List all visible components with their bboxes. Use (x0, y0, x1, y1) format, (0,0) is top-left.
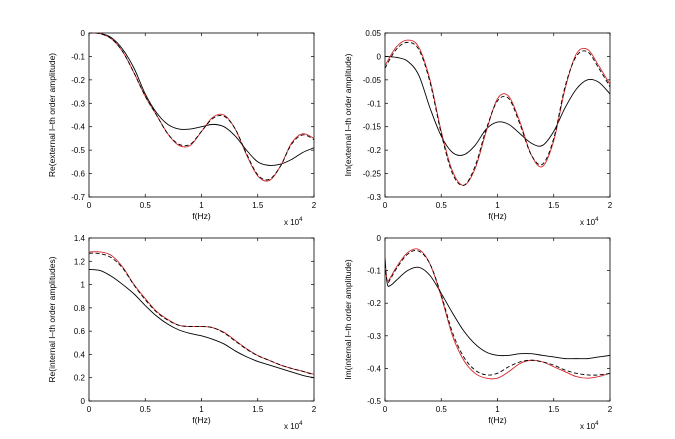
x-multiplier-exponent: 4 (299, 217, 303, 223)
y-tick-label: -0.25 (363, 170, 382, 179)
y-axis-label: Im(external l–th order amplitude) (343, 53, 353, 176)
y-tick-label: -0.1 (71, 52, 85, 61)
y-tick-label: -0.1 (367, 99, 381, 108)
x-tick-label: 1 (199, 405, 204, 414)
chart-panel-4: 0 0.5 1 1.5 2 0 -0.1 -0.2 -0.3 -0.4 -0.5 f(Hz) Im(in… (343, 234, 613, 431)
series-line-1 (89, 33, 314, 166)
y-tick-label: -0.2 (367, 299, 381, 308)
x-multiplier-base: x 10 (284, 218, 300, 227)
x-tick-label: 1 (495, 201, 500, 210)
x-multiplier: x 104 (284, 421, 303, 431)
x-tick-label: 2 (608, 201, 613, 210)
y-tick-label: -0.5 (71, 146, 85, 155)
x-tick-label: 0 (383, 405, 388, 414)
y-tick-label: 0 (377, 234, 382, 243)
y-tick-label: -0.15 (363, 123, 382, 132)
x-axis-label: f(Hz) (488, 415, 507, 425)
y-tick-label: 0.05 (365, 29, 381, 38)
y-tick-label: 0.4 (74, 350, 86, 359)
series-line-2 (385, 39, 610, 186)
chart-panel-3: 0 0.5 1 1.5 2 1.4 1.2 1 0.8 0.6 0.4 0.2 0 f(Hz) Re(int… (47, 234, 317, 431)
x-tick-label: 2 (312, 201, 317, 210)
axes-frame (88, 32, 315, 198)
x-axis-label: f(Hz) (488, 211, 507, 221)
y-axis-label: Re(internal l–th order amplitudes) (47, 256, 57, 382)
x-tick-label: 0 (87, 201, 92, 210)
x-tick-label: 2 (312, 405, 317, 414)
y-tick-label: -0.7 (71, 193, 85, 202)
series-line-1 (385, 257, 610, 360)
series-line-1 (385, 55, 610, 156)
x-tick-label: 1 (199, 201, 204, 210)
series-line-3 (89, 252, 314, 376)
y-tick-label: 0.2 (74, 374, 86, 383)
y-tick-label: -0.2 (367, 146, 381, 155)
y-tick-label: -0.3 (367, 193, 381, 202)
x-tick-label: 1.5 (548, 201, 560, 210)
y-tick-label: -0.3 (71, 99, 85, 108)
y-tick-label: 1.2 (74, 257, 86, 266)
y-tick-label: 0 (81, 29, 86, 38)
y-tick-label: 0 (81, 397, 86, 406)
series-line-3 (89, 33, 314, 181)
x-tick-label: 2 (608, 405, 613, 414)
x-tick-label: 0.5 (436, 201, 448, 210)
axes-frame (384, 32, 611, 198)
x-multiplier-base: x 10 (284, 422, 300, 431)
x-tick-label: 0.5 (140, 405, 152, 414)
x-tick-label: 0.5 (436, 405, 448, 414)
x-tick-label: 0.5 (140, 201, 152, 210)
x-multiplier-base: x 10 (580, 218, 596, 227)
x-multiplier-base: x 10 (580, 422, 596, 431)
y-tick-label: -0.3 (367, 332, 381, 341)
y-tick-label: -0.05 (363, 76, 382, 85)
series-line-3 (385, 41, 610, 186)
chart-panel-1: 0 0.5 1 1.5 2 0 -0.1 -0.2 -0.3 -0.4 -0.5 -0.6 -0.7 f(… (47, 29, 317, 227)
y-tick-label: -0.4 (71, 123, 85, 132)
x-axis-label: f(Hz) (192, 211, 211, 221)
x-multiplier: x 104 (284, 217, 303, 227)
y-tick-label: -0.6 (71, 170, 85, 179)
series-line-1 (89, 268, 314, 379)
y-tick-label: 0.8 (74, 304, 86, 313)
axes-frame (88, 237, 315, 402)
y-tick-label: -0.1 (367, 267, 381, 276)
series-line-2 (89, 33, 314, 182)
y-tick-label: -0.2 (71, 76, 85, 85)
y-tick-label: 1.4 (74, 234, 86, 243)
x-multiplier-exponent: 4 (299, 421, 303, 427)
chart-panel-2: 0 0.5 1 1.5 2 0.05 0 -0.05 -0.1 -0.15 -0.2 -0.25 -0.… (343, 29, 613, 227)
y-tick-label: -0.5 (367, 397, 381, 406)
y-tick-label: 1 (81, 281, 86, 290)
x-tick-label: 0 (383, 201, 388, 210)
y-tick-label: -0.4 (367, 364, 381, 373)
x-multiplier: x 104 (580, 421, 599, 431)
series-line-2 (385, 248, 610, 380)
y-tick-label: 0.6 (74, 327, 86, 336)
x-tick-label: 1.5 (252, 201, 264, 210)
x-tick-label: 1.5 (252, 405, 264, 414)
x-multiplier-exponent: 4 (595, 217, 599, 223)
x-multiplier-exponent: 4 (595, 421, 599, 427)
x-multiplier: x 104 (580, 217, 599, 227)
x-tick-label: 1 (495, 405, 500, 414)
y-tick-label: 0 (377, 52, 382, 61)
y-axis-label: Im(internal l–th order amplitude) (343, 259, 353, 380)
x-tick-label: 0 (87, 405, 92, 414)
y-axis-label: Re(external l–th order amplitude) (47, 53, 57, 177)
series-line-2 (89, 251, 314, 375)
x-tick-label: 1.5 (548, 405, 560, 414)
x-axis-label: f(Hz) (192, 415, 211, 425)
series-line-3 (385, 249, 610, 376)
